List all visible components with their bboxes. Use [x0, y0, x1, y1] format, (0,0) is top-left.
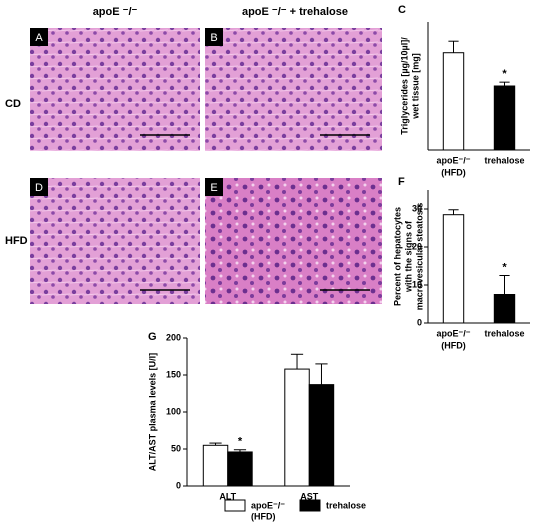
- x-tick-label: apoE⁻/⁻: [436, 155, 470, 165]
- micrograph: [30, 28, 200, 151]
- bar: [493, 294, 516, 324]
- x-tick-label: AST: [300, 491, 319, 501]
- panel-letter: E: [210, 182, 217, 194]
- significance-mark: *: [502, 68, 507, 80]
- y-tick-label: 150: [166, 369, 181, 379]
- y-tick-label: 10: [412, 279, 422, 289]
- y-tick-label: 50: [171, 443, 181, 453]
- panel-letter: A: [35, 32, 43, 44]
- letter-box: [205, 28, 223, 46]
- bar: [284, 368, 310, 487]
- x-tick-label: trehalose: [484, 155, 524, 165]
- bar: [493, 85, 516, 151]
- bar: [442, 52, 465, 151]
- x-tick-label: trehalose: [484, 328, 524, 338]
- legend-swatch: [224, 499, 246, 512]
- letter-box: [30, 28, 48, 46]
- y-tick-label: 100: [166, 406, 181, 416]
- y-tick-label: 0: [417, 317, 422, 327]
- letter-box: [30, 178, 48, 196]
- x-tick-label: (HFD): [441, 167, 466, 177]
- panel-letter: G: [148, 331, 157, 343]
- significance-mark: *: [502, 261, 507, 273]
- bar: [442, 214, 465, 324]
- micrograph: [205, 28, 382, 151]
- legend-label: (HFD): [251, 511, 276, 521]
- y-axis-label: ALT/AST plasma levels [U/l]: [147, 353, 157, 471]
- panel-letter: C: [398, 4, 406, 16]
- bar: [202, 444, 229, 487]
- y-axis-label: with the signs of: [403, 220, 413, 293]
- panel-letter: F: [398, 176, 405, 188]
- x-tick-label: apoE⁻/⁻: [436, 328, 470, 338]
- row-label: HFD: [5, 235, 28, 247]
- panel-letter: B: [210, 32, 217, 44]
- y-axis-label: macrovesicular steatosis: [414, 203, 424, 311]
- histology-panels: A B D E apoE ⁻/⁻ apoE ⁻/⁻ + trehalose CD…: [5, 6, 382, 304]
- x-tick-label: ALT: [219, 491, 236, 501]
- y-axis-label: Percent of hepatocytes: [392, 207, 402, 306]
- y-axis-label: wet tissue [mg]: [410, 53, 420, 120]
- legend-swatch: [299, 499, 321, 512]
- panel-letter: D: [35, 182, 43, 194]
- bar: [308, 384, 335, 487]
- letter-box: [205, 178, 223, 196]
- row-label: CD: [5, 98, 21, 110]
- y-tick-label: 20: [412, 241, 422, 251]
- y-tick-label: 200: [166, 332, 181, 342]
- bar: [227, 451, 253, 487]
- column-header: apoE ⁻/⁻ + trehalose: [242, 6, 348, 18]
- y-axis-label: Triglycerides [µg/10µl]/: [399, 37, 409, 135]
- micrograph: [205, 178, 382, 304]
- y-tick-label: 30: [412, 203, 422, 213]
- micrograph: [30, 178, 200, 304]
- significance-mark: *: [238, 436, 243, 448]
- y-tick-label: 0: [176, 480, 181, 490]
- legend-label: apoE⁻/⁻: [251, 500, 285, 510]
- x-tick-label: (HFD): [441, 340, 466, 350]
- column-header: apoE ⁻/⁻: [93, 6, 138, 18]
- legend-label: trehalose: [326, 500, 366, 510]
